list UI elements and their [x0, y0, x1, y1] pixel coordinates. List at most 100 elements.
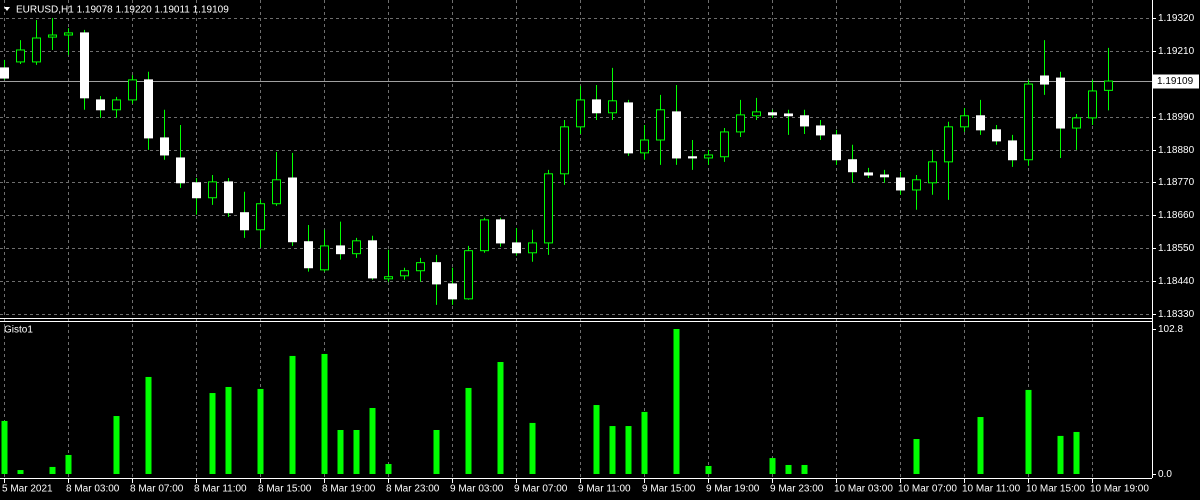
indicator-title: Gisto1	[4, 325, 33, 336]
y-tick-label: 1.18770	[1158, 177, 1195, 188]
y-tick-label: 1.18330	[1158, 309, 1195, 320]
candle-body-up	[208, 181, 217, 199]
histogram-bar	[625, 426, 632, 474]
y-tick-label: 1.19210	[1158, 46, 1195, 57]
candle-body-up	[256, 203, 265, 231]
candle-body-up	[560, 126, 569, 175]
x-tick-label: 10 Mar 11:00	[962, 484, 1021, 495]
histogram-bar	[337, 429, 344, 474]
candle-body-down	[160, 137, 169, 156]
chart-title: EURUSD,H1 1.19078 1.19220 1.19011 1.1910…	[16, 5, 229, 16]
candle-body-down	[0, 67, 9, 79]
candle-body-up	[528, 242, 537, 254]
histogram-bar	[1, 420, 8, 474]
candle-body-up	[608, 100, 617, 114]
histogram-bar	[289, 355, 296, 474]
x-tick-label: 8 Mar 11:00	[194, 484, 247, 495]
candle-body-down	[512, 242, 521, 254]
y-tick-label: 1.19320	[1158, 13, 1195, 24]
candle-body-down	[688, 156, 697, 159]
histogram-bar	[145, 376, 152, 474]
candle-body-down	[816, 125, 825, 136]
candle-body-up	[1104, 80, 1113, 91]
histogram-bar	[641, 411, 648, 474]
candle-body-up	[320, 245, 329, 271]
candle-body-up	[48, 34, 57, 38]
candle-body-up	[400, 270, 409, 277]
candle-body-down	[784, 113, 793, 117]
candle-body-up	[1088, 90, 1097, 119]
candle-body-down	[224, 181, 233, 214]
candle-body-down	[192, 182, 201, 199]
candle-body-down	[304, 241, 313, 269]
candle-body-up	[32, 37, 41, 63]
candle-body-up	[272, 179, 281, 205]
histogram-bar	[1025, 389, 1032, 474]
candle-body-up	[416, 262, 425, 272]
histogram-bar	[369, 407, 376, 474]
histogram-bar	[977, 417, 984, 474]
histogram-bar	[321, 353, 328, 474]
histogram-bar	[801, 464, 808, 474]
candle-body-down	[880, 174, 889, 178]
candle-body-up	[480, 219, 489, 252]
x-tick-label: 8 Mar 15:00	[258, 484, 312, 495]
histogram-bar	[353, 429, 360, 474]
x-tick-label: 10 Mar 15:00	[1026, 484, 1085, 495]
histogram-bar	[433, 429, 440, 474]
candle-body-up	[128, 79, 137, 101]
histogram-bar	[769, 458, 776, 474]
y-tick-label: 1.18990	[1158, 112, 1195, 123]
candle-body-down	[240, 212, 249, 231]
x-tick-label: 5 Mar 2021	[2, 484, 53, 495]
y-tick-label: 1.18880	[1158, 145, 1195, 156]
candle-body-down	[80, 32, 89, 99]
candle-body-down	[992, 129, 1001, 142]
histogram-bar	[225, 386, 232, 474]
last-price-box	[1153, 74, 1199, 89]
candle-body-up	[464, 250, 473, 300]
mark-layer	[0, 17, 1152, 474]
x-tick-label: 9 Mar 23:00	[770, 484, 824, 495]
x-tick-label: 10 Mar 07:00	[898, 484, 957, 495]
candle-body-up	[656, 109, 665, 141]
y-tick-label: 1.18660	[1158, 210, 1195, 221]
histogram-bar	[65, 454, 72, 474]
candle-body-up	[928, 161, 937, 184]
axis-layer: 1.19320 1.19210 1.18990 1.18880 1.18770 1.186…	[2, 13, 1199, 495]
histogram-bar	[1057, 435, 1064, 474]
histogram-bar	[17, 470, 24, 474]
x-tick-label: 9 Mar 03:00	[450, 484, 504, 495]
histogram-bar	[209, 393, 216, 474]
candle-body-down	[864, 172, 873, 176]
last-price-label: 1.19109	[1157, 76, 1194, 87]
candle-body-down	[144, 79, 153, 139]
histogram-bar	[497, 362, 504, 474]
x-tick-label: 8 Mar 07:00	[130, 484, 184, 495]
candle-body-down	[896, 177, 905, 191]
histogram-bar	[609, 426, 616, 474]
y-tick-label: 0.0	[1158, 469, 1172, 480]
candle-body-down	[768, 112, 777, 116]
candle-body-up	[912, 179, 921, 191]
candle-body-up	[544, 173, 553, 244]
candle-body-up	[384, 276, 393, 280]
candle-body-down	[1056, 77, 1065, 129]
candle-body-up	[944, 126, 953, 163]
candle-body-up	[720, 131, 729, 158]
candle-body-up	[352, 240, 361, 255]
histogram-bar	[49, 466, 56, 474]
histogram-bar	[465, 387, 472, 474]
y-tick-label: 102.8	[1158, 324, 1183, 335]
candle-body-down	[496, 219, 505, 244]
y-tick-label: 1.18440	[1158, 276, 1195, 287]
x-tick-label: 9 Mar 11:00	[578, 484, 631, 495]
grid-layer	[0, 0, 1152, 478]
x-tick-label: 8 Mar 23:00	[386, 484, 440, 495]
collapse-arrow[interactable]	[4, 7, 10, 11]
candle-body-down	[800, 115, 809, 127]
candle-body-up	[1024, 83, 1033, 161]
candle-body-up	[640, 139, 649, 154]
histogram-bar	[593, 405, 600, 474]
